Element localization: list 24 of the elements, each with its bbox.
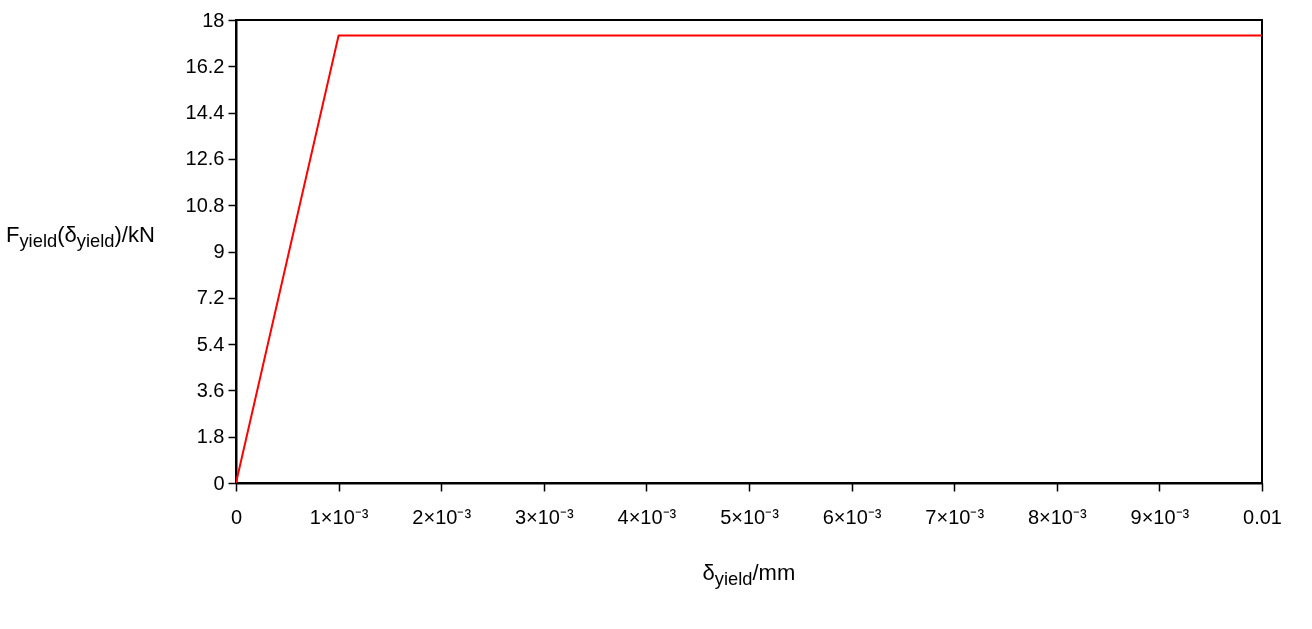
x-tick-label: 8×10⁻³: [1027, 505, 1087, 528]
y-tick-label: 7.2: [196, 286, 225, 309]
y-tick-label: 18: [202, 8, 225, 31]
y-tick-label: 14.4: [185, 101, 225, 124]
x-tick-label: 0: [230, 505, 243, 528]
y-tick-label: 10.8: [185, 193, 225, 216]
x-tick-label: 7×10⁻³: [925, 505, 985, 528]
x-tick-label: 5×10⁻³: [720, 505, 780, 528]
x-tick-label: 9×10⁻³: [1130, 505, 1190, 528]
y-axis-title: F$_{yield}$(δ$_{yield}$)/kN: [5, 222, 156, 254]
x-tick-label: 4×10⁻³: [617, 505, 677, 528]
y-tick-label: 9: [213, 240, 225, 262]
x-tick-label: 1×10⁻³: [309, 505, 369, 528]
y-tick-label: 12.6: [185, 147, 225, 170]
x-tick-label: 3×10⁻³: [514, 505, 574, 528]
y-tick-label: 16.2: [185, 54, 225, 77]
y-tick-label: 5.4: [196, 332, 225, 355]
x-tick-label: 2×10⁻³: [412, 505, 472, 528]
x-tick-label: 6×10⁻³: [822, 505, 882, 528]
y-tick-label: 3.6: [196, 378, 225, 401]
y-tick-label: 1.8: [196, 425, 225, 448]
x-tick-label: 0.01: [1243, 505, 1282, 528]
y-tick-label: 0: [213, 471, 225, 494]
x-axis-title: δ$_{yield}$/mm: [701, 560, 797, 592]
